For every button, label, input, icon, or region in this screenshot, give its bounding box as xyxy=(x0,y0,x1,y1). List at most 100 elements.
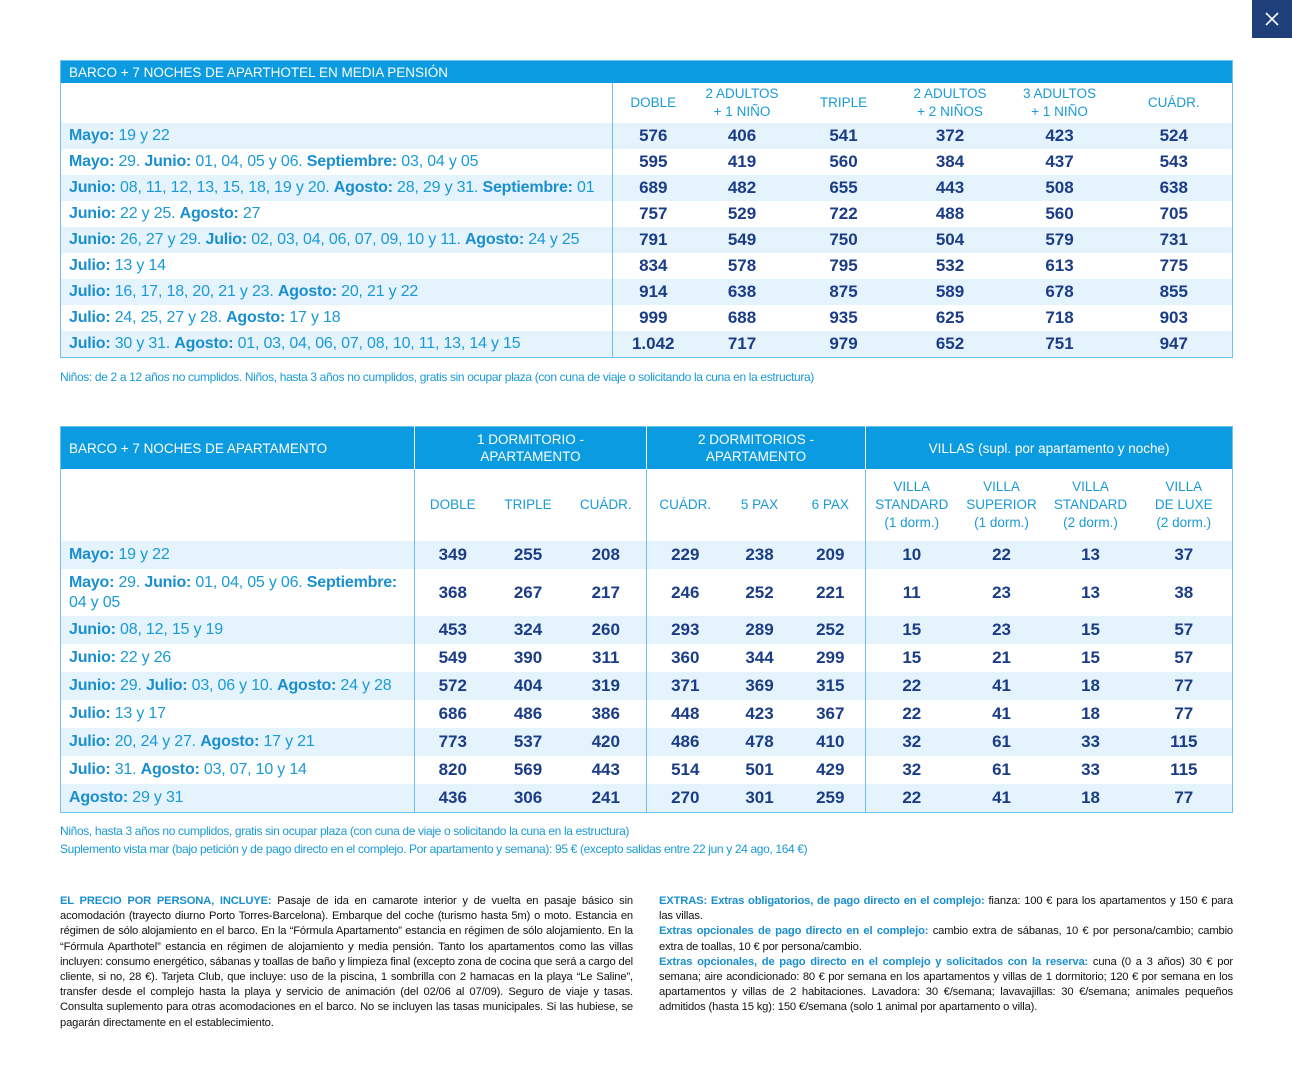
price-row: Junio: 26, 27 y 29. Julio: 02, 03, 04, 0… xyxy=(60,227,1233,253)
date-cell: Junio: 22 y 26 xyxy=(61,644,415,672)
date-month: Mayo: xyxy=(69,573,115,591)
date-month: Agosto: xyxy=(174,334,234,352)
price: 791 xyxy=(612,227,694,253)
date-days: 16, 17, 18, 20, 21 y 23. xyxy=(110,283,278,300)
price: 532 xyxy=(935,256,965,275)
date-month: Julio: xyxy=(69,761,111,778)
price: 914 xyxy=(612,279,694,305)
price: 13 xyxy=(1045,541,1136,569)
date-month: Junio: xyxy=(69,231,116,248)
date-month: Agosto: xyxy=(226,309,286,326)
price: 246 xyxy=(646,569,724,616)
price: 37 xyxy=(1135,541,1233,569)
price-row: Julio: 13 y 17 686 486 386 448 423 367 22 41 18 77 xyxy=(61,700,1233,728)
price-row: Junio: 22 y 26 549 390 311 360 344 299 15 21 15 57 xyxy=(61,644,1233,672)
price: 319 xyxy=(565,672,647,700)
price-row: Junio: 29. Julio: 03, 06 y 10. Agosto: 2… xyxy=(60,672,1233,700)
price-row: Julio: 31. Agosto: 03, 07, 10 y 14 820 569… xyxy=(61,756,1233,784)
price: 999 xyxy=(612,305,694,331)
date-days: 22 y 26 xyxy=(115,649,172,666)
price: 77 xyxy=(1135,784,1233,812)
price: 371 xyxy=(646,672,724,700)
price: 22 xyxy=(865,672,958,700)
price: 437 xyxy=(1045,152,1074,171)
column-header: VILLA STANDARD (1 dorm.) xyxy=(865,469,958,541)
price: 834 xyxy=(612,253,694,279)
date-days: 29 y 31 xyxy=(128,788,184,806)
date-cell: Julio: 30 y 31. Agosto: 01, 03, 04, 06, … xyxy=(60,331,613,357)
price: 10 xyxy=(865,541,958,569)
price: 448 xyxy=(646,700,724,728)
price: 255 xyxy=(490,541,566,569)
close-button[interactable] xyxy=(1252,0,1292,38)
price: 569 xyxy=(513,760,543,779)
date-month: Junio: xyxy=(69,205,116,222)
notes: Niños, hasta 3 años no cumplidos, gratis… xyxy=(60,822,808,858)
date-days: 01, 04, 05 y 06. xyxy=(191,573,307,591)
price: 750 xyxy=(790,227,897,253)
date-month: Junio: xyxy=(69,621,116,638)
group-header: 1 DORMITORIO - APARTAMENTO xyxy=(413,426,647,469)
date-days: 24, 25, 27 y 28. xyxy=(110,309,227,326)
paragraph-lead: Extras opcionales de pago directo en el … xyxy=(659,925,929,938)
price: 678 xyxy=(1003,279,1116,305)
price: 541 xyxy=(790,123,897,149)
price: 315 xyxy=(795,672,866,700)
date-month: Agosto: xyxy=(277,283,337,300)
date-days: 03, 07, 10 y 14 xyxy=(199,761,307,778)
price: 115 xyxy=(1135,728,1233,756)
price: 652 xyxy=(896,331,1004,357)
date-cell: Mayo: 29. Junio: 01, 04, 05 y 06. Septie… xyxy=(61,149,613,175)
price: 508 xyxy=(1003,175,1116,201)
price: 13 xyxy=(1081,582,1100,602)
date-days: 20, 21 y 22 xyxy=(336,283,419,300)
date-month: Junio: xyxy=(69,179,116,196)
price: 23 xyxy=(992,582,1011,602)
price: 820 xyxy=(414,756,491,784)
column-header: 3 ADULTOS + 1 NIÑO xyxy=(1022,86,1097,119)
price-row: Junio: 08, 11, 12, 13, 15, 18, 19 y 20. … xyxy=(60,175,1233,201)
price: 935 xyxy=(829,308,858,327)
column-header: TRIPLE xyxy=(819,95,868,110)
price: 717 xyxy=(693,331,791,357)
date-days: 24 y 25 xyxy=(523,231,580,248)
extras-column: EXTRAS: Extras obligatorios, de pago dir… xyxy=(659,894,1233,1016)
date-days: 24 y 28 xyxy=(336,677,392,694)
price: 229 xyxy=(646,541,724,569)
price: 795 xyxy=(829,256,858,275)
price: 217 xyxy=(591,582,620,602)
column-header: VILLA SUPERIOR (1 dorm.) xyxy=(966,479,1037,530)
column-header: CUÁDR. xyxy=(646,469,724,541)
date-month: Agosto: xyxy=(179,205,239,222)
date-cell: Julio: 13 y 17 xyxy=(61,700,415,728)
date-month: Agosto: xyxy=(69,788,129,806)
price: 688 xyxy=(727,308,757,327)
note-line: Suplemento vista mar (bajo petición y de… xyxy=(60,842,808,856)
date-month: Septiembre: xyxy=(482,179,573,196)
price: 686 xyxy=(414,700,491,728)
date-days: 08, 12, 15 y 19 xyxy=(115,621,223,638)
price: 369 xyxy=(723,672,796,700)
table-title: BARCO + 7 NOCHES DE APARTHOTEL EN MEDIA … xyxy=(60,60,1233,83)
price: 390 xyxy=(513,648,543,667)
price: 38 xyxy=(1174,582,1194,602)
price: 267 xyxy=(513,582,543,602)
column-header: CUÁDR. xyxy=(1147,95,1200,110)
price: 775 xyxy=(1159,256,1188,275)
paragraph: EL PRECIO POR PERSONA, INCLUYE: Pasaje d… xyxy=(60,894,633,1031)
empty-header xyxy=(61,469,415,541)
date-days: 27 xyxy=(238,205,261,222)
price-row: Mayo: 19 y 22 576 406 541 372 423 524 xyxy=(60,123,1233,149)
includes-column: EL PRECIO POR PERSONA, INCLUYE: Pasaje d… xyxy=(60,894,633,1031)
date-month: Julio: xyxy=(69,705,111,722)
date-month: Mayo: xyxy=(69,153,115,170)
paragraph-text: Pasaje de ida en camarote interior y de … xyxy=(60,895,633,1029)
price: 238 xyxy=(723,541,796,569)
date-days: 19 y 22 xyxy=(114,127,170,144)
price: 689 xyxy=(612,175,694,201)
price: 579 xyxy=(1003,227,1116,253)
date-days: 13 y 14 xyxy=(110,257,166,274)
price-row: Julio: 30 y 31. Agosto: 01, 03, 04, 06, … xyxy=(60,331,1233,357)
date-days: 01 xyxy=(572,179,595,196)
